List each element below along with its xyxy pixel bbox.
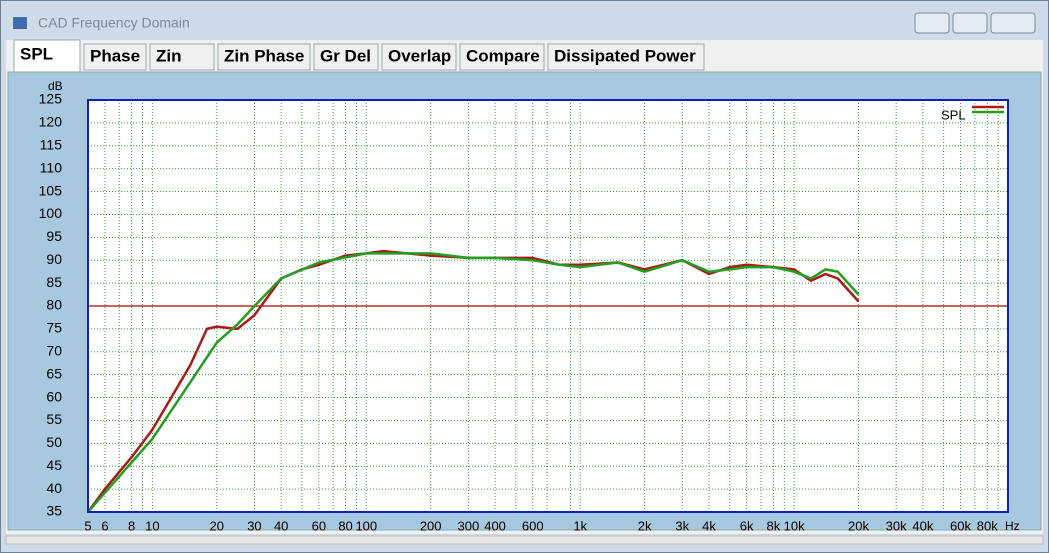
y-tick-label: 115: [40, 136, 63, 152]
x-tick-label: 4k: [702, 518, 716, 533]
tab[interactable]: [313, 43, 379, 71]
x-tick-label: 30k: [886, 518, 907, 533]
tab-label[interactable]: Gr Del: [320, 46, 371, 65]
y-tick-label: 45: [46, 457, 62, 473]
y-tick-label: 125: [39, 91, 63, 107]
x-tick-label: 8: [128, 518, 135, 533]
x-tick-label: 80: [338, 518, 352, 533]
y-axis-label: dB: [48, 79, 63, 93]
x-tick-label: 100: [355, 518, 377, 533]
tab-label[interactable]: SPL: [20, 44, 53, 63]
x-tick-label: 60: [312, 518, 326, 533]
x-tick-label: 3k: [675, 518, 689, 533]
y-tick-label: 70: [46, 342, 62, 358]
y-tick-label: 85: [46, 274, 62, 290]
x-tick-label: 80k: [977, 518, 998, 533]
x-tick-label: 20: [210, 518, 224, 533]
tab-label[interactable]: Dissipated Power: [554, 46, 696, 65]
x-tick-label: 300: [457, 518, 479, 533]
x-tick-label: 6: [101, 518, 108, 533]
y-tick-label: 40: [46, 480, 62, 496]
x-axis-label: Hz: [1005, 519, 1020, 533]
close-button[interactable]: [990, 12, 1036, 34]
window-title: CAD Frequency Domain: [38, 15, 190, 31]
x-tick-label: 60k: [950, 518, 971, 533]
tab[interactable]: [547, 43, 705, 71]
y-tick-label: 90: [46, 251, 62, 267]
x-tick-label: 8k: [767, 518, 781, 533]
tab[interactable]: [83, 43, 147, 71]
y-tick-label: 110: [40, 159, 63, 175]
series-line: [87, 252, 860, 513]
x-tick-label: 5: [84, 518, 91, 533]
y-tick-label: 75: [46, 320, 62, 336]
tab-label[interactable]: Compare: [466, 46, 540, 65]
tab[interactable]: [381, 43, 457, 71]
tab-label[interactable]: Phase: [90, 46, 140, 65]
x-tick-label: 30: [247, 518, 261, 533]
x-tick-label: 6k: [740, 518, 754, 533]
y-tick-label: 105: [39, 182, 63, 198]
x-tick-label: 20k: [848, 518, 869, 533]
y-tick-label: 35: [46, 503, 62, 519]
tab-label[interactable]: Zin Phase: [224, 46, 304, 65]
x-tick-label: 10: [145, 518, 159, 533]
tab[interactable]: [217, 43, 311, 71]
y-tick-label: 55: [46, 411, 62, 427]
minimize-button[interactable]: [914, 12, 950, 34]
y-tick-label: 65: [46, 365, 62, 381]
maximize-button[interactable]: [952, 12, 988, 34]
plot-border: [87, 99, 1009, 513]
tab[interactable]: [459, 43, 545, 71]
app-icon: [13, 17, 27, 29]
x-tick-label: 40: [274, 518, 288, 533]
y-tick-label: 100: [39, 205, 63, 221]
y-tick-label: 120: [39, 114, 63, 130]
tab-label[interactable]: Overlap: [388, 46, 451, 65]
y-tick-label: 50: [46, 434, 62, 450]
x-tick-label: 400: [484, 518, 506, 533]
x-tick-label: 2k: [638, 518, 652, 533]
x-tick-label: 600: [522, 518, 544, 533]
x-tick-label: 200: [420, 518, 442, 533]
legend-label: SPL: [941, 107, 966, 122]
status-bar: [5, 535, 1044, 545]
y-tick-label: 60: [46, 388, 62, 404]
x-tick-label: 1k: [573, 518, 587, 533]
tab-label[interactable]: Zin: [156, 46, 182, 65]
tab[interactable]: [149, 43, 215, 71]
y-tick-label: 95: [46, 228, 62, 244]
x-tick-label: 40k: [912, 518, 933, 533]
y-tick-label: 80: [46, 297, 62, 313]
x-tick-label: 10k: [784, 518, 805, 533]
tab[interactable]: [13, 39, 81, 73]
